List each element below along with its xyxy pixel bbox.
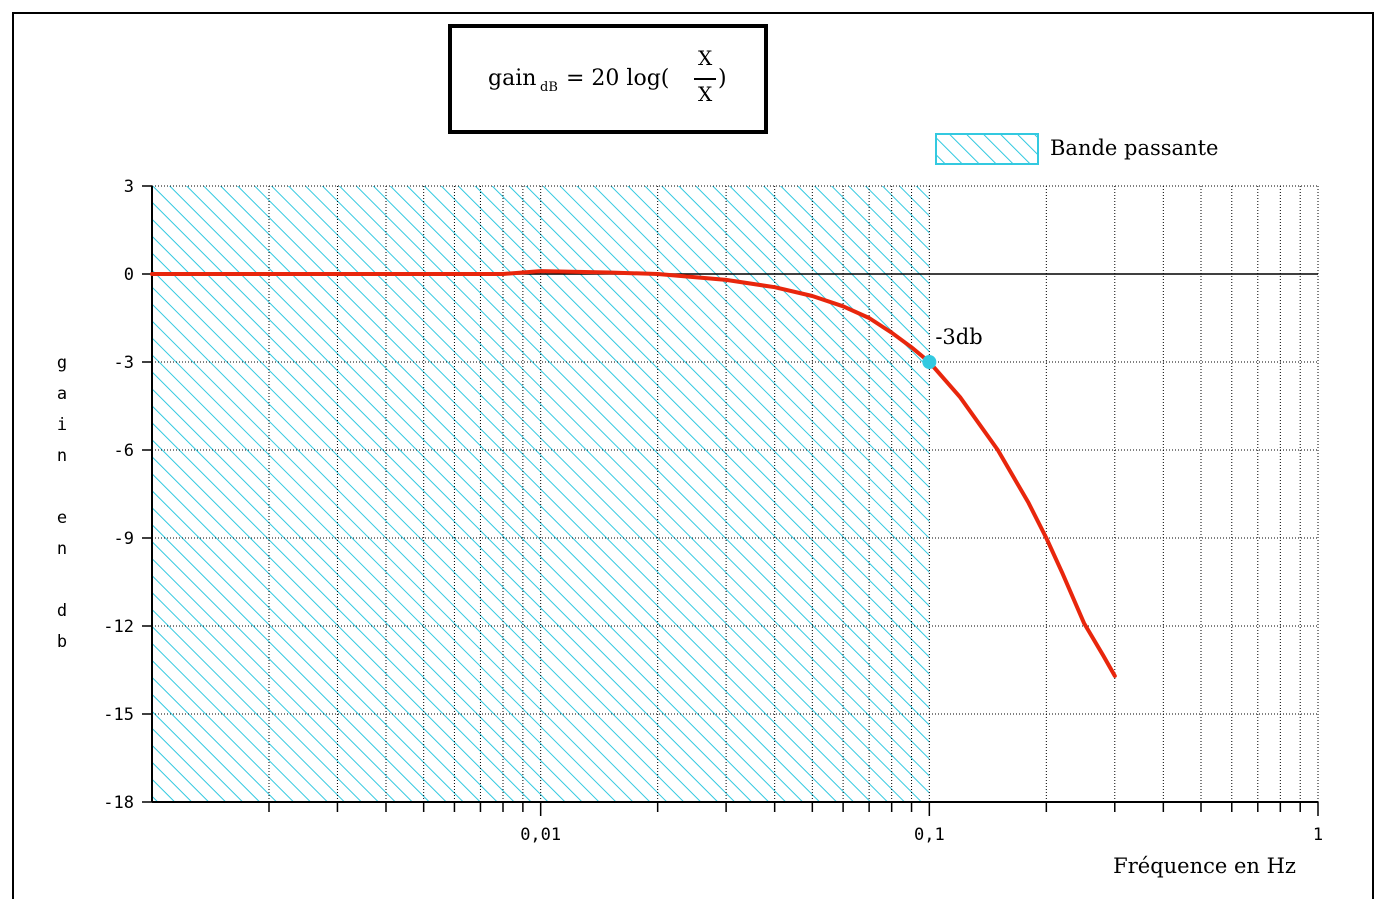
x-axis-label: Fréquence en Hz bbox=[1113, 854, 1296, 878]
cutoff-label: -3db bbox=[935, 325, 982, 349]
formula-denominator: X bbox=[698, 82, 713, 106]
y-tick-label: -6 bbox=[114, 441, 134, 461]
formula-fraction-bar bbox=[694, 78, 716, 80]
legend-swatch bbox=[935, 133, 1039, 165]
formula-subscript: dB bbox=[540, 80, 558, 95]
y-axis-label-char: a bbox=[57, 384, 67, 404]
y-axis-label-char: n bbox=[57, 446, 67, 466]
y-axis-label-char: d bbox=[57, 601, 67, 621]
y-axis-label-char: g bbox=[57, 353, 67, 373]
y-axis-label-char: n bbox=[57, 539, 67, 559]
y-tick-label: -18 bbox=[103, 793, 134, 813]
legend-label: Bande passante bbox=[1050, 136, 1218, 160]
y-axis-label-char: e bbox=[57, 508, 67, 528]
formula-box: gain dB = 20 log( X X ) bbox=[448, 24, 768, 134]
y-tick-label: -9 bbox=[114, 529, 134, 549]
formula-equals: = 20 log( bbox=[566, 66, 670, 91]
y-axis-label-char: i bbox=[57, 415, 67, 435]
formula-close-paren: ) bbox=[718, 66, 727, 91]
y-axis-label-char: b bbox=[57, 632, 67, 652]
y-tick-label: -12 bbox=[103, 617, 134, 637]
gain-curve bbox=[150, 269, 1117, 678]
y-tick-label: 0 bbox=[124, 265, 134, 285]
y-tick-label: 3 bbox=[124, 177, 134, 197]
y-tick-label: -15 bbox=[103, 705, 134, 725]
x-tick-label: 0,01 bbox=[520, 825, 561, 845]
formula-numerator: X bbox=[698, 46, 713, 70]
y-tick-label: -3 bbox=[114, 353, 134, 373]
cutoff-marker bbox=[922, 355, 937, 369]
figure-frame bbox=[12, 12, 1374, 899]
x-tick-label: 1 bbox=[1313, 825, 1323, 845]
formula-gain: gain bbox=[488, 66, 537, 91]
x-tick-label: 0,1 bbox=[914, 825, 945, 845]
passband-area bbox=[152, 186, 930, 802]
